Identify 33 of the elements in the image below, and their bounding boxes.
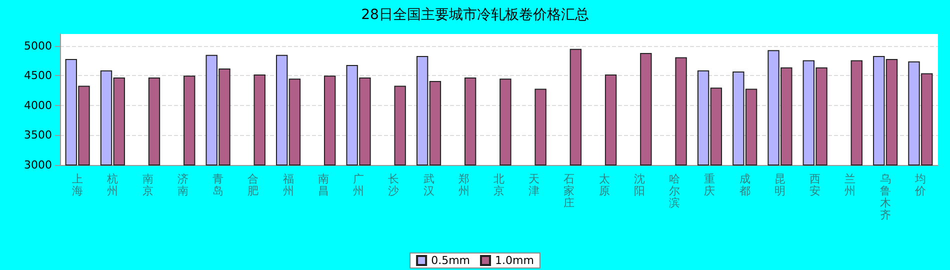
legend-label: 0.5mm xyxy=(431,254,470,267)
x-tick-label: 天津 xyxy=(528,172,540,198)
x-tick-label: 广州 xyxy=(353,172,364,198)
x-tick-label: 成都 xyxy=(739,172,750,198)
x-tick-label: 南京 xyxy=(142,172,154,198)
x-tick-label: 石家庄 xyxy=(564,172,575,210)
x-tick-label: 福州 xyxy=(282,172,294,198)
x-tick-label: 昆明 xyxy=(774,172,786,198)
x-tick-label: 上海 xyxy=(72,172,84,198)
x-tick-label: 南昌 xyxy=(318,172,329,198)
x-tick-label: 太原 xyxy=(598,172,610,198)
x-tick-label: 重庆 xyxy=(704,172,716,198)
x-tick-label: 北京 xyxy=(494,172,504,198)
y-tick-label: 4000 xyxy=(24,98,52,112)
x-tick-label: 乌鲁木齐 xyxy=(880,172,891,222)
x-tick-label: 合肥 xyxy=(248,172,259,198)
x-tick-label: 杭州 xyxy=(106,172,118,198)
x-tick-label: 郑州 xyxy=(458,172,470,198)
x-tick-label: 西安 xyxy=(810,172,821,198)
y-tick-label: 5000 xyxy=(24,39,52,52)
legend-label: 1.0mm xyxy=(495,254,534,267)
x-tick-label: 青岛 xyxy=(212,172,224,198)
x-tick-label: 均价 xyxy=(914,172,926,198)
x-tick-label: 武汉 xyxy=(423,172,434,198)
y-tick-label: 3000 xyxy=(24,158,52,172)
x-tick-label: 济南 xyxy=(177,172,188,198)
x-tick-label: 哈尔滨 xyxy=(669,172,680,210)
y-tick-label: 4500 xyxy=(24,69,52,82)
chart-title: 28日全国主要城市冷轧板卷价格汇总 xyxy=(361,7,589,23)
x-tick-label: 长沙 xyxy=(388,172,400,198)
x-tick-label: 沈阳 xyxy=(634,172,645,198)
y-tick-label: 3500 xyxy=(24,128,52,142)
x-tick-label: 兰州 xyxy=(844,172,856,198)
